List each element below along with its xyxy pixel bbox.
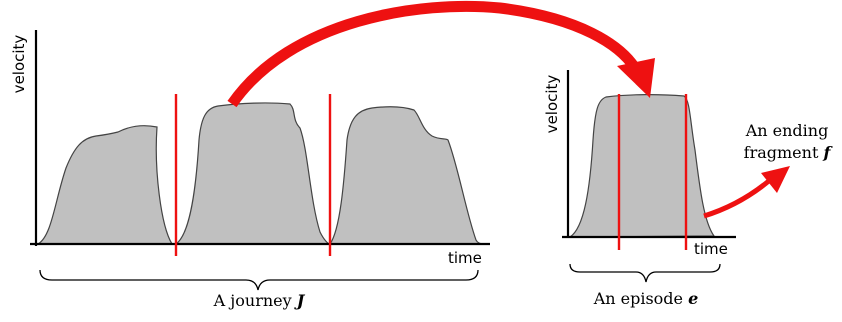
episode-caption: An episode e [593,289,699,308]
episode-brace [569,263,721,283]
fragment-label-variable: f [822,143,833,162]
journey-to-episode-arrowhead [617,58,655,98]
episode-x-label: time [694,240,728,258]
journey-x-label: time [448,249,482,267]
fragment-arrow [703,178,772,219]
journey-segment-1 [35,125,174,245]
journey-y-label: velocity [10,35,28,94]
episode-curve [567,94,716,238]
journey-brace [39,269,479,291]
fragment-label-line1: An ending [745,121,829,140]
journey-to-episode-arrow [227,0,640,108]
journey-caption-variable: J [294,291,306,310]
episode-y-label: velocity [543,75,561,134]
journey-caption: A journey J [213,291,306,310]
journey-panel: velocity time A journey J [10,30,490,310]
journey-segment-2 [174,102,331,245]
fragment-label-text: fragment [744,143,824,162]
fragment-label-line2: fragment f [744,143,834,162]
episode-caption-variable: e [688,289,698,308]
episode-panel: velocity time An episode e [543,70,736,308]
episode-caption-text: An episode [593,289,688,308]
fragment-arrowhead [761,166,790,193]
journey-caption-text: A journey [213,291,297,310]
journey-segment-3 [328,106,485,245]
